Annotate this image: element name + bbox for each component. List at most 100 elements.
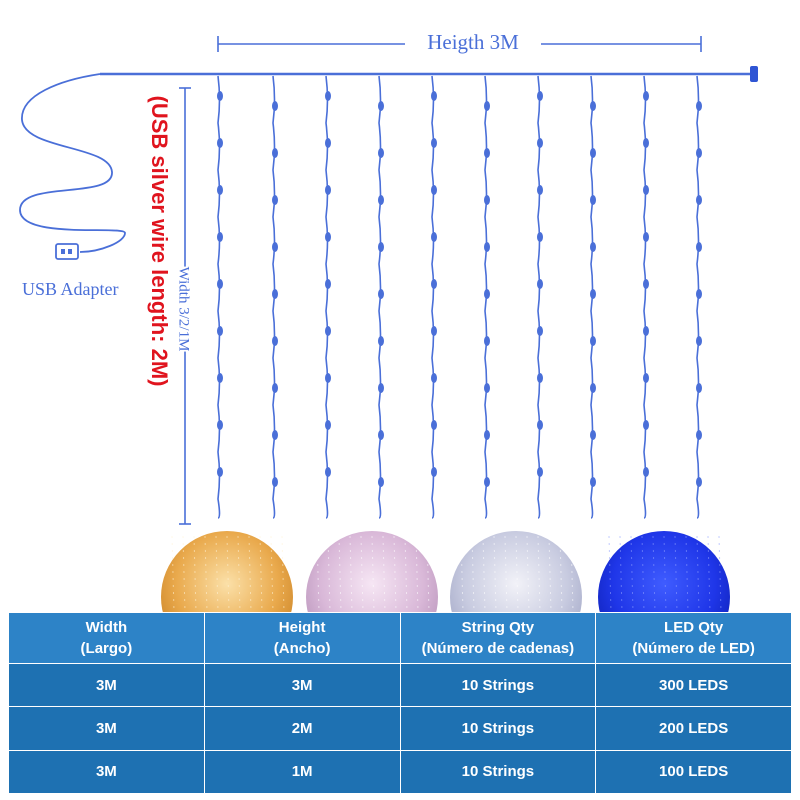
- swatch-strand: [696, 535, 700, 613]
- led-bead: [378, 195, 384, 205]
- swatch-strand: [327, 535, 331, 613]
- table-row: 3M 3M 10 Strings 300 LEDS: [8, 662, 792, 708]
- led-bead: [431, 467, 437, 477]
- led-bead: [643, 326, 649, 336]
- cell-height: 2M: [203, 706, 401, 751]
- led-bead: [696, 383, 702, 393]
- led-bead: [484, 336, 490, 346]
- led-bead: [217, 279, 223, 289]
- led-bead: [484, 148, 490, 158]
- led-bead: [272, 101, 278, 111]
- led-bead: [590, 336, 596, 346]
- led-bead: [431, 279, 437, 289]
- led-string: [378, 75, 384, 519]
- cell-led-qty: 300 LEDS: [595, 662, 792, 708]
- led-bead: [590, 430, 596, 440]
- cell-led-qty: 100 LEDS: [595, 749, 792, 795]
- led-bead: [325, 279, 331, 289]
- led-bead: [217, 185, 223, 195]
- swatch-strand: [526, 535, 530, 613]
- swatch-strand: [537, 535, 541, 613]
- led-bead: [272, 430, 278, 440]
- led-bead: [272, 336, 278, 346]
- led-bead: [431, 420, 437, 430]
- cell-string-qty: 10 Strings: [399, 662, 597, 708]
- swatch-strand: [548, 535, 552, 613]
- swatch-strand: [707, 535, 711, 613]
- led-string: [484, 75, 490, 519]
- led-bead: [643, 373, 649, 383]
- led-bead: [537, 91, 543, 101]
- usb-cable: [19, 73, 126, 253]
- swatch-strand: [652, 535, 656, 613]
- led-bead: [590, 383, 596, 393]
- swatch-strand: [248, 535, 252, 613]
- led-string: [217, 75, 223, 519]
- rail-end-cap: [750, 66, 758, 82]
- led-bead: [537, 420, 543, 430]
- led-bead: [217, 420, 223, 430]
- led-bead: [590, 148, 596, 158]
- led-bead: [643, 279, 649, 289]
- led-bead: [696, 101, 702, 111]
- led-string: [643, 75, 649, 519]
- led-bead: [325, 420, 331, 430]
- led-bead: [696, 430, 702, 440]
- swatch-strand: [685, 535, 689, 613]
- swatch-strand: [215, 535, 219, 613]
- led-bead: [696, 195, 702, 205]
- swatch-strand: [674, 535, 678, 613]
- led-bead: [431, 373, 437, 383]
- swatch-strand: [259, 535, 263, 613]
- swatch-strand: [281, 535, 285, 613]
- led-bead: [325, 326, 331, 336]
- led-bead: [643, 232, 649, 242]
- header-led-qty: LED Qty (Número de LED): [595, 612, 792, 664]
- led-bead: [272, 148, 278, 158]
- swatch-strand: [193, 535, 197, 613]
- swatch-strand: [493, 535, 497, 613]
- led-bead: [590, 289, 596, 299]
- led-bead: [378, 383, 384, 393]
- led-bead: [484, 477, 490, 487]
- header-width: Width (Largo): [8, 612, 205, 664]
- led-string: [431, 75, 437, 519]
- swatch-strand: [237, 535, 241, 613]
- led-bead: [325, 138, 331, 148]
- led-string: [537, 75, 543, 519]
- led-bead: [325, 467, 331, 477]
- led-string: [325, 75, 331, 519]
- led-bead: [696, 289, 702, 299]
- swatch-strand: [349, 535, 353, 613]
- swatch-strand: [630, 535, 634, 613]
- led-bead: [696, 148, 702, 158]
- led-bead: [431, 232, 437, 242]
- led-bead: [643, 420, 649, 430]
- led-bead: [217, 326, 223, 336]
- swatch-strand: [515, 535, 519, 613]
- led-bead: [643, 467, 649, 477]
- swatch-strand: [270, 535, 274, 613]
- led-bead: [217, 91, 223, 101]
- swatch-strand: [471, 535, 475, 613]
- led-bead: [696, 477, 702, 487]
- led-bead: [217, 373, 223, 383]
- swatch-strand: [619, 535, 623, 613]
- cell-width: 3M: [8, 662, 205, 708]
- led-string: [272, 75, 278, 519]
- led-bead: [643, 138, 649, 148]
- cell-width: 3M: [8, 749, 205, 795]
- led-bead: [696, 336, 702, 346]
- led-bead: [484, 242, 490, 252]
- swatch-strand: [338, 535, 342, 613]
- table-row: 3M 2M 10 Strings 200 LEDS: [8, 706, 792, 751]
- led-bead: [217, 232, 223, 242]
- led-bead: [590, 242, 596, 252]
- swatch-strand: [504, 535, 508, 613]
- swatch-strand: [226, 535, 230, 613]
- cell-height: 3M: [203, 662, 401, 708]
- swatch-strand: [718, 535, 722, 613]
- led-bead: [590, 195, 596, 205]
- led-bead: [431, 326, 437, 336]
- led-bead: [378, 477, 384, 487]
